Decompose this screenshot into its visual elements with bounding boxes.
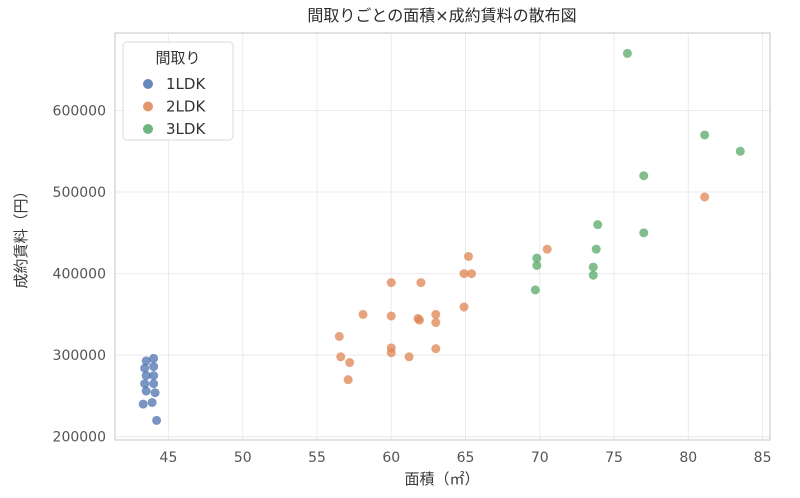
scatter-point-1ldk [149, 362, 159, 372]
scatter-point-2ldk [700, 192, 710, 202]
scatter-point-2ldk [416, 278, 426, 288]
scatter-point-3ldk [588, 270, 598, 280]
scatter-point-2ldk [431, 318, 441, 328]
y-tick-label: 200000 [53, 430, 106, 446]
scatter-point-2ldk [404, 352, 414, 362]
scatter-point-3ldk [700, 130, 710, 140]
scatter-point-1ldk [149, 353, 159, 363]
scatter-point-1ldk [141, 386, 151, 396]
legend-label-2ldk: 2LDK [166, 98, 206, 116]
x-tick-label: 80 [679, 450, 697, 466]
y-axis-ticks: 200000 300000 400000 500000 600000 [53, 103, 106, 445]
scatter-point-2ldk [386, 278, 396, 288]
scatter-point-1ldk [140, 379, 150, 389]
scatter-point-2ldk [459, 302, 469, 312]
scatter-point-2ldk [386, 311, 396, 321]
plot-border [114, 32, 771, 441]
scatter-point-2ldk [358, 309, 368, 319]
scatter-point-2ldk [345, 358, 355, 368]
scatter-point-3ldk [622, 48, 632, 58]
scatter-point-1ldk [140, 363, 150, 373]
x-tick-label: 85 [754, 450, 772, 466]
legend-swatch-1ldk [143, 79, 153, 89]
scatter-point-2ldk [463, 251, 473, 261]
legend-label-3ldk: 3LDK [166, 120, 206, 138]
gridlines [115, 33, 770, 440]
scatter-point-3ldk [593, 220, 603, 230]
scatter-point-2ldk [466, 269, 476, 279]
chart-title: 間取りごとの面積×成約賃料の散布図 [307, 6, 576, 25]
scatter-point-3ldk [530, 285, 540, 295]
scatter-point-2ldk [431, 344, 441, 354]
x-axis-ticks: 45 50 55 60 65 70 75 80 85 [160, 450, 772, 466]
scatter-points [138, 48, 745, 425]
scatter-point-1ldk [138, 399, 148, 409]
y-tick-label: 500000 [53, 185, 106, 201]
legend-items: 1LDK 2LDK 3LDK [143, 75, 206, 138]
scatter-point-2ldk [414, 315, 424, 325]
scatter-point-2ldk [459, 269, 469, 279]
scatter-point-1ldk [152, 415, 162, 425]
legend-swatch-3ldk [143, 124, 153, 134]
x-tick-label: 65 [457, 450, 475, 466]
legend-swatch-2ldk [143, 101, 153, 112]
scatter-point-2ldk [386, 348, 396, 358]
scatter-point-2ldk [334, 331, 344, 341]
scatter-point-3ldk [532, 260, 542, 270]
x-tick-label: 70 [531, 450, 549, 466]
scatter-point-1ldk [147, 397, 157, 407]
scatter-point-2ldk [542, 244, 552, 254]
x-tick-label: 55 [308, 450, 326, 466]
x-tick-label: 60 [382, 450, 400, 466]
scatter-point-3ldk [735, 146, 745, 156]
scatter-point-3ldk [588, 262, 598, 272]
x-tick-label: 50 [234, 450, 252, 466]
scatter-point-2ldk [431, 309, 441, 319]
scatter-point-1ldk [141, 371, 151, 381]
legend-box [122, 41, 234, 141]
x-tick-label: 75 [605, 450, 623, 466]
y-tick-label: 300000 [53, 348, 106, 364]
y-tick-label: 400000 [53, 267, 106, 283]
x-axis-label: 面積（㎡） [404, 470, 479, 488]
legend-title: 間取り [155, 49, 200, 67]
scatter-point-2ldk [336, 352, 346, 362]
scatter-point-2ldk [343, 375, 353, 385]
scatter-point-1ldk [150, 388, 160, 398]
y-tick-label: 600000 [53, 103, 106, 119]
x-tick-label: 45 [160, 450, 178, 466]
scatter-point-3ldk [591, 244, 601, 254]
legend: 間取り 1LDK 2LDK 3LDK [122, 41, 234, 141]
scatter-point-3ldk [639, 228, 649, 238]
legend-label-1ldk: 1LDK [166, 75, 206, 93]
scatter-point-1ldk [149, 379, 159, 389]
y-axis-label: 成約賃料（円） [12, 183, 30, 288]
scatter-point-3ldk [639, 171, 649, 181]
scatter-point-1ldk [149, 371, 159, 381]
scatter-point-1ldk [141, 356, 151, 366]
scatter-point-3ldk [532, 253, 542, 263]
